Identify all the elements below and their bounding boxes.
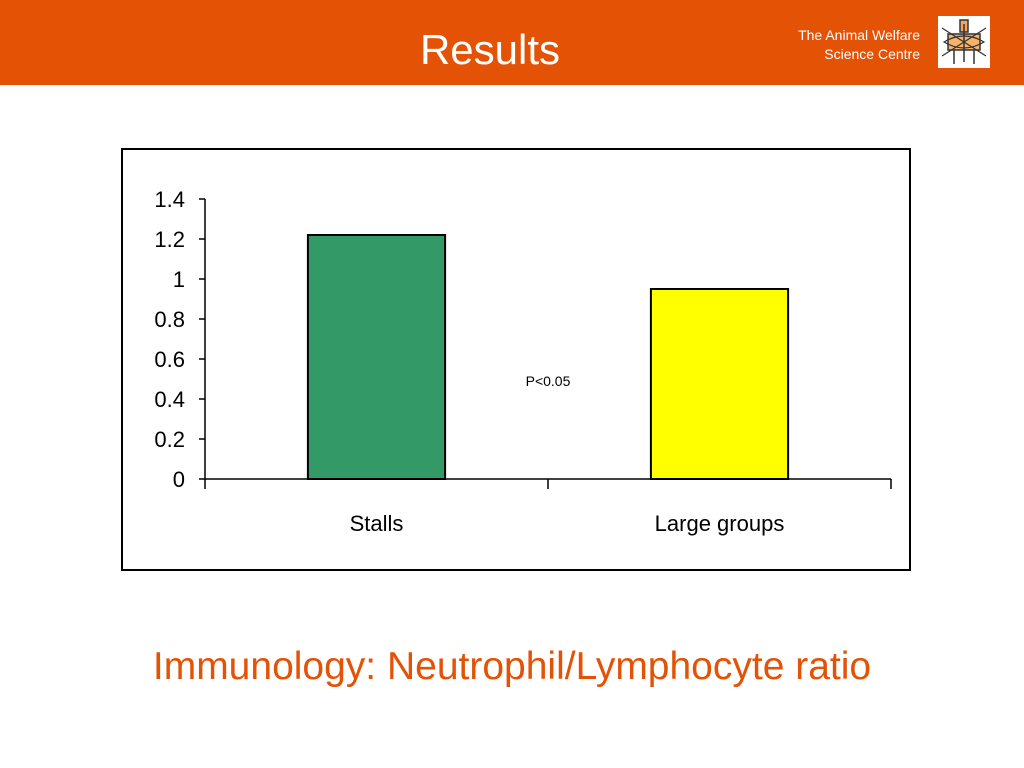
y-tick-label: 0.8 xyxy=(154,307,185,332)
y-tick-label: 0 xyxy=(173,467,185,492)
x-category-label: Stalls xyxy=(350,511,404,536)
bar-large-groups xyxy=(649,288,790,480)
chart-caption: Immunology: Neutrophil/Lymphocyte ratio xyxy=(152,645,872,688)
x-category-label: Large groups xyxy=(655,511,785,536)
organization-name-line-2: Science Centre xyxy=(824,46,920,62)
y-tick-label: 1.4 xyxy=(154,187,185,212)
significance-annotation: P<0.05 xyxy=(526,373,571,389)
organization-name: The Animal Welfare Science Centre xyxy=(798,26,920,64)
y-tick-label: 0.2 xyxy=(154,427,185,452)
title-bar: Results The Animal Welfare Science Centr… xyxy=(0,0,1024,85)
animal-welfare-logo-icon xyxy=(938,16,990,68)
chart-area: 0 0.2 0.4 0.6 0.8 1 1.2 1.4 Stalls Large groups P<… xyxy=(121,148,911,571)
page-title: Results xyxy=(419,26,561,73)
y-tick-label: 1.2 xyxy=(154,227,185,252)
y-tick-label: 0.4 xyxy=(154,387,185,412)
organization-name-line-1: The Animal Welfare xyxy=(798,27,920,43)
y-tick-label: 1 xyxy=(173,267,185,292)
bar-stalls xyxy=(306,234,447,480)
y-tick-label: 0.6 xyxy=(154,347,185,372)
bar-chart: 0 0.2 0.4 0.6 0.8 1 1.2 1.4 Stalls Large groups P<… xyxy=(154,187,892,536)
